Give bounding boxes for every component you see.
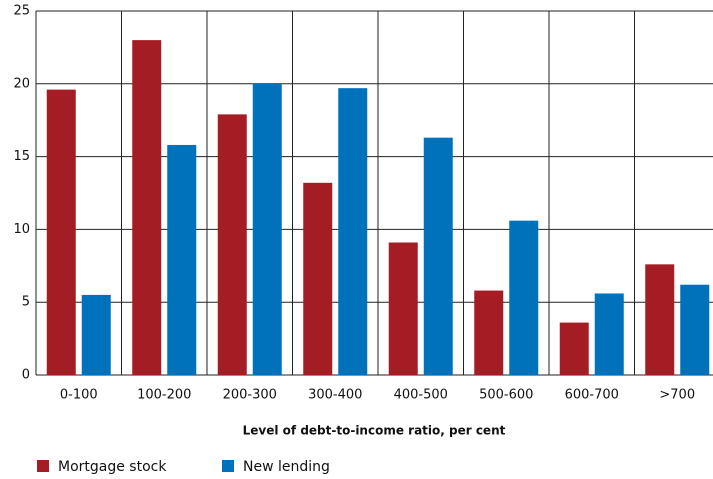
y-tick-label: 0 [22, 368, 30, 383]
x-tick-label: 100-200 [137, 388, 191, 403]
x-tick-label: 600-700 [565, 388, 619, 403]
x-tick-label: 0-100 [60, 388, 98, 403]
x-tick-label: 200-300 [223, 388, 277, 403]
legend-label: New lending [243, 459, 330, 475]
y-tick-label: 10 [13, 222, 30, 237]
bar [509, 220, 539, 375]
bar [252, 83, 282, 376]
y-tick-label: 25 [13, 4, 30, 19]
bar [338, 88, 368, 375]
x-axis-label: Level of debt-to-income ratio, per cent [243, 424, 506, 438]
bar [474, 290, 504, 375]
bar [594, 293, 624, 375]
legend-label: Mortgage stock [58, 459, 167, 475]
bar [645, 264, 675, 375]
bar [680, 284, 710, 375]
y-tick-label: 20 [13, 76, 30, 91]
x-tick-label: >700 [659, 388, 695, 403]
x-tick-label: 400-500 [394, 388, 448, 403]
bar [167, 144, 197, 375]
y-tick-label: 15 [13, 149, 30, 164]
bar [559, 322, 589, 375]
bar [132, 40, 162, 376]
bar [81, 294, 111, 375]
y-tick-label: 5 [22, 295, 30, 310]
bar [46, 89, 76, 376]
bar [303, 182, 333, 375]
legend-swatch [37, 460, 49, 472]
legend-swatch [222, 460, 234, 472]
x-tick-label: 500-600 [479, 388, 533, 403]
bar [388, 242, 418, 375]
x-tick-label: 300-400 [308, 388, 362, 403]
bar [423, 137, 453, 375]
bar [217, 114, 247, 375]
